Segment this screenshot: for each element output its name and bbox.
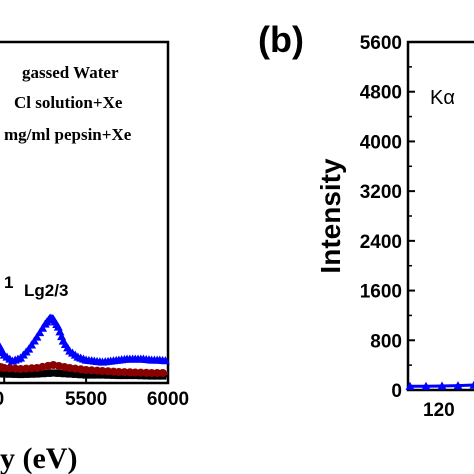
panel-a-series-0-point (60, 370, 69, 378)
panel-a-x-tick-label: 0 (0, 389, 4, 410)
panel-a-series-2-point (24, 344, 34, 353)
panel-a-series-0-point (71, 370, 79, 378)
panel-b-series-group (405, 380, 474, 390)
panel-b: (b) 0 800 1600 2400 3200 4000 4800 5600 120 Int… (258, 19, 474, 421)
panel-a-plot-frame (0, 40, 170, 385)
panel-a-x-axis-label: y (eV) (0, 442, 77, 474)
panel-b-series-point (469, 380, 474, 389)
panel-b-label: (b) (258, 19, 304, 60)
panel-b-x-ticks: 120 (423, 400, 455, 421)
panel-a-annotation-0: 1 (4, 273, 13, 292)
panel-a-series-0-point (38, 370, 47, 378)
panel-a-series-1-point (147, 368, 156, 378)
panel-a-series-2-point (35, 328, 45, 337)
panel-b-y-tick-label: 2400 (360, 232, 402, 253)
panel-a-series-0-point (49, 369, 57, 377)
panel-b-y-axis-label: Intensity (315, 158, 346, 274)
panel-a-series-2-point (32, 332, 42, 341)
panel-b-x-tick-label: 120 (423, 400, 455, 421)
panel-a: 0 5500 6000 gassed Water Cl solution+Xe mg/m… (0, 40, 189, 474)
panel-a-series-0-point (11, 370, 19, 378)
panel-a-series-0-point (66, 370, 74, 378)
panel-a-series-0-point (44, 369, 52, 377)
panel-b-y-tick-label: 3200 (360, 182, 402, 203)
panel-a-series-1-point (153, 368, 162, 378)
panel-b-y-tick-label: 800 (370, 331, 402, 352)
panel-a-series-1-point (158, 368, 167, 378)
panel-b-y-tick-label: 4800 (360, 83, 402, 104)
panel-a-series-0-point (28, 370, 36, 378)
panel-a-x-tick-label: 6000 (147, 389, 189, 410)
panel-b-y-tick-label: 4000 (360, 132, 402, 153)
panel-b-annotation-k-alpha: Kα (430, 87, 455, 109)
panel-b-series-point (405, 381, 415, 390)
panel-a-series-group (0, 313, 170, 380)
panel-b-y-tick-label: 0 (391, 381, 402, 402)
panel-a-series-0-point (88, 371, 96, 379)
panel-a-series-2-point (27, 340, 37, 349)
panel-b-y-tick-label: 5600 (360, 33, 402, 54)
panel-a-series-0-point (82, 371, 90, 379)
panel-b-series-point (437, 381, 447, 390)
panel-a-legend-entry-1: Cl solution+Xe (14, 93, 123, 112)
panel-b-y-ticks: 0 800 1600 2400 3200 4000 4800 5600 (360, 33, 415, 402)
panel-a-x-ticks: 0 5500 6000 (0, 377, 189, 410)
panel-a-annotations: 1 Lg2/3 (4, 273, 68, 300)
panel-a-legend: gassed Water Cl solution+Xe mg/ml pepsin+X… (4, 63, 132, 144)
panel-a-series-0-point (77, 371, 85, 379)
panel-b-series-point (421, 381, 431, 390)
panel-a-x-tick-label: 5500 (65, 389, 107, 410)
panel-a-series-2-point (160, 356, 170, 365)
panel-b-series-point (453, 381, 463, 390)
panel-a-series-0-point (0, 370, 8, 378)
panel-a-series-0-point (33, 370, 41, 378)
panel-a-series-0-point (16, 370, 25, 379)
panel-a-annotation-1: Lg2/3 (24, 281, 68, 300)
panel-a-series-0-point (22, 370, 30, 378)
panel-a-series-0-point (93, 371, 101, 379)
panel-b-y-tick-label: 1600 (360, 282, 402, 303)
panel-a-legend-entry-2: mg/ml pepsin+Xe (4, 125, 132, 144)
panel-a-legend-entry-0: gassed Water (22, 63, 119, 82)
panel-a-series-0-point (6, 370, 14, 378)
panel-a-series-0-point (55, 369, 63, 377)
panel-a-series-2-point (38, 323, 48, 332)
